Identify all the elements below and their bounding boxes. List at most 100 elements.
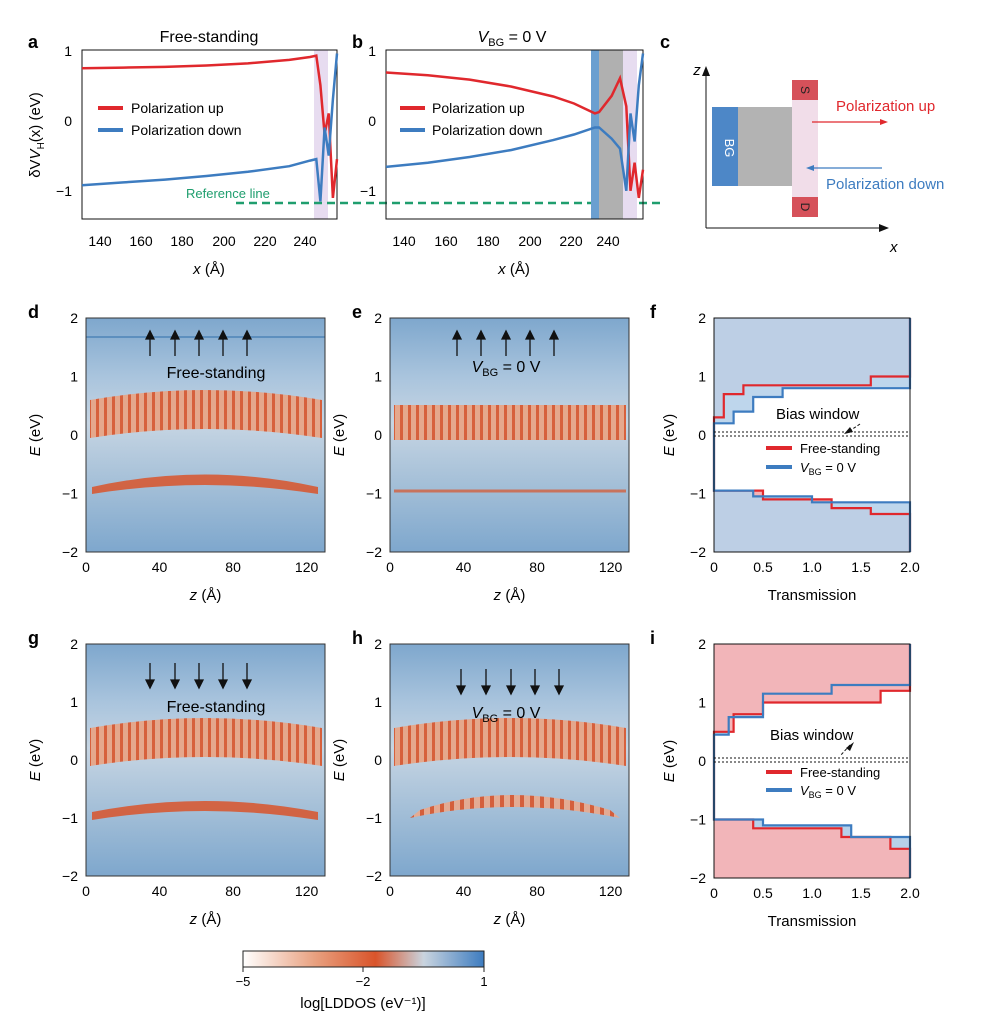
- tick-label: −1: [690, 812, 706, 828]
- tick-label: 1: [368, 43, 376, 59]
- tick-label: −2: [690, 544, 706, 560]
- plot-frame: [389, 643, 630, 877]
- plot-frame: [713, 643, 911, 879]
- series-line-polarization-up: [385, 71, 645, 199]
- legend-label-vbg: VBG = 0 V: [800, 460, 856, 477]
- down-arrow-icon: [529, 685, 541, 696]
- panel-letter: c: [660, 32, 670, 52]
- legend-label-down: Polarization down: [131, 122, 242, 138]
- panel-title: Free-standing: [160, 29, 259, 46]
- dielectric-block: [738, 107, 792, 186]
- down-arrow-icon: [144, 679, 156, 690]
- conduction-band: [90, 718, 322, 766]
- plot-frame: [81, 49, 338, 220]
- tick-label: 1: [374, 369, 382, 385]
- conduction-band: [394, 718, 626, 766]
- tick-label: −1: [360, 183, 376, 199]
- source-block: [792, 80, 818, 100]
- down-arrow-icon: [505, 685, 517, 696]
- down-arrow-icon: [217, 679, 229, 690]
- tick-label: 160: [129, 233, 153, 249]
- tick-label: 1: [70, 369, 78, 385]
- legend: Free-standing VBG = 0 V: [766, 765, 880, 800]
- tick-label: 0: [374, 427, 382, 443]
- legend-label-vbg: VBG = 0 V: [800, 783, 856, 800]
- panel-letter: i: [650, 628, 655, 648]
- tick-label: −1: [62, 486, 78, 502]
- tick-label: 0: [386, 559, 394, 575]
- tick-label: 120: [599, 559, 623, 575]
- tick-label: −2: [62, 544, 78, 560]
- tick-label: 0: [698, 753, 706, 769]
- down-arrow-icon: [193, 679, 205, 690]
- legend: Free-standing VBG = 0 V: [766, 441, 880, 477]
- legend-label-free: Free-standing: [800, 441, 880, 456]
- heatmap-label: Free-standing: [167, 699, 266, 716]
- tick-label: 0: [70, 427, 78, 443]
- tick-label: 1: [698, 695, 706, 711]
- y-axis-label: E (eV): [331, 739, 348, 782]
- y-axis-label: δVVH(x) (eV): [27, 92, 47, 178]
- heatmap: [86, 318, 325, 552]
- tick-label: 0: [82, 883, 90, 899]
- down-arrow-icon: [169, 679, 181, 690]
- x-axis-label: z (Å): [493, 587, 526, 604]
- dielectric-region: [599, 50, 623, 219]
- legend: Polarization up Polarization down: [98, 100, 242, 138]
- tick-label: 2: [70, 636, 78, 652]
- tick-label: 2: [698, 310, 706, 326]
- tick-label: 1: [64, 43, 72, 59]
- tick-label: 40: [152, 883, 168, 899]
- panel-letter: g: [28, 628, 39, 648]
- plot-frame: [713, 317, 911, 553]
- colorbar-tick-label: 1: [480, 974, 487, 989]
- tick-label: 40: [152, 559, 168, 575]
- series-line-polarization-up: [81, 54, 339, 199]
- tick-label: 120: [295, 883, 319, 899]
- x-axis-label: x: [889, 239, 898, 256]
- up-arrow-icon: [548, 329, 560, 340]
- legend-label-up: Polarization up: [131, 100, 224, 116]
- colorbar-gradient: [242, 950, 485, 968]
- area-free-standing: [714, 644, 910, 878]
- source-label: S: [798, 86, 812, 94]
- tick-label: 2: [374, 310, 382, 326]
- up-arrow-icon: [217, 329, 229, 340]
- panel-letter: h: [352, 628, 363, 648]
- panel-letter: e: [352, 302, 362, 322]
- tick-label: 1.0: [802, 885, 822, 901]
- tick-label: 0.5: [753, 885, 773, 901]
- channel-block: [792, 82, 818, 217]
- y-axis-label: E (eV): [331, 414, 348, 457]
- tick-label: 200: [518, 233, 542, 249]
- tick-label: 240: [293, 233, 317, 249]
- bg-gate-block: [712, 107, 738, 186]
- tick-label: 0: [82, 559, 90, 575]
- arrow-group-up: [451, 329, 560, 356]
- tick-label: 140: [88, 233, 112, 249]
- x-axis-label: z (Å): [493, 911, 526, 928]
- gate-region: [591, 50, 599, 219]
- panel-letter: d: [28, 302, 39, 322]
- x-axis-label: z (Å): [189, 587, 222, 604]
- legend-label-free: Free-standing: [800, 765, 880, 780]
- panel-b: b VBG = 0 V 140 160 180 200 220 240 1 0 …: [352, 29, 645, 278]
- down-arrow-icon: [553, 685, 565, 696]
- series-line-polarization-down: [385, 53, 645, 191]
- tick-label: 40: [456, 883, 472, 899]
- conduction-band: [90, 390, 322, 438]
- plot-frame: [85, 643, 326, 877]
- tick-label: 0: [710, 885, 718, 901]
- y-axis-label: E (eV): [661, 414, 678, 457]
- tick-label: 1.0: [802, 559, 822, 575]
- x-axis-label: Transmission: [768, 913, 857, 930]
- tick-label: 2: [70, 310, 78, 326]
- tick-label: −2: [62, 868, 78, 884]
- tick-label: 0: [710, 559, 718, 575]
- pol-down-arrowhead-icon: [806, 165, 814, 171]
- bias-window-label: Bias window: [776, 406, 860, 423]
- tick-label: 1: [698, 369, 706, 385]
- legend: Polarization up Polarization down: [400, 100, 543, 138]
